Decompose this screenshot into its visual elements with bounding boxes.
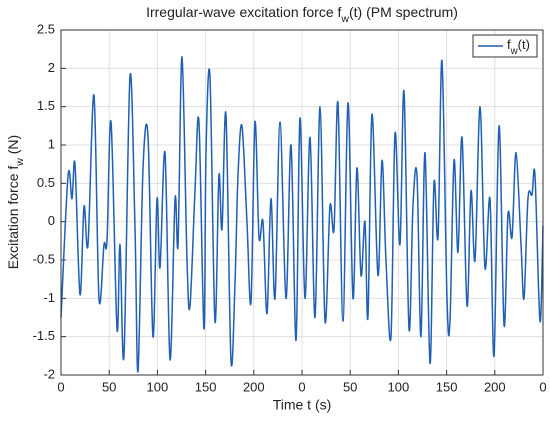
- y-tick-label: -2: [43, 366, 55, 381]
- y-tick-label: -0.5: [33, 251, 55, 266]
- x-tick-label: 200: [484, 379, 506, 394]
- plot-frame: [60, 29, 544, 376]
- y-tick-label: 1.5: [37, 98, 55, 113]
- y-tick-label: 0.5: [37, 175, 55, 190]
- x-tick-label: 0: [539, 379, 546, 394]
- x-tick-label: 150: [195, 379, 217, 394]
- x-tick-label: 100: [147, 379, 169, 394]
- y-tick-label: 2.5: [37, 21, 55, 36]
- x-tick-label: 50: [343, 379, 357, 394]
- y-tick-label: 0: [48, 213, 55, 228]
- y-axis-label: Excitation force fw (N): [5, 135, 26, 269]
- y-tick-label: 1: [48, 136, 55, 151]
- y-tick-label: -1.5: [33, 328, 55, 343]
- x-tick-label: 100: [388, 379, 410, 394]
- x-axis-label: Time t (s): [273, 397, 332, 413]
- x-tick-label: 50: [102, 379, 116, 394]
- chart-title: Irregular-wave excitation force fw(t) (P…: [146, 4, 458, 25]
- x-tick-label: 150: [436, 379, 458, 394]
- x-tick-label: 0: [298, 379, 305, 394]
- x-tick-label: 0: [57, 379, 64, 394]
- y-tick-label: -1: [43, 290, 55, 305]
- legend-box: [472, 34, 538, 58]
- y-tick-label: 2: [48, 60, 55, 75]
- series-line: [60, 56, 544, 373]
- legend-label: fw(t): [507, 37, 530, 57]
- x-tick-label: 200: [243, 379, 265, 394]
